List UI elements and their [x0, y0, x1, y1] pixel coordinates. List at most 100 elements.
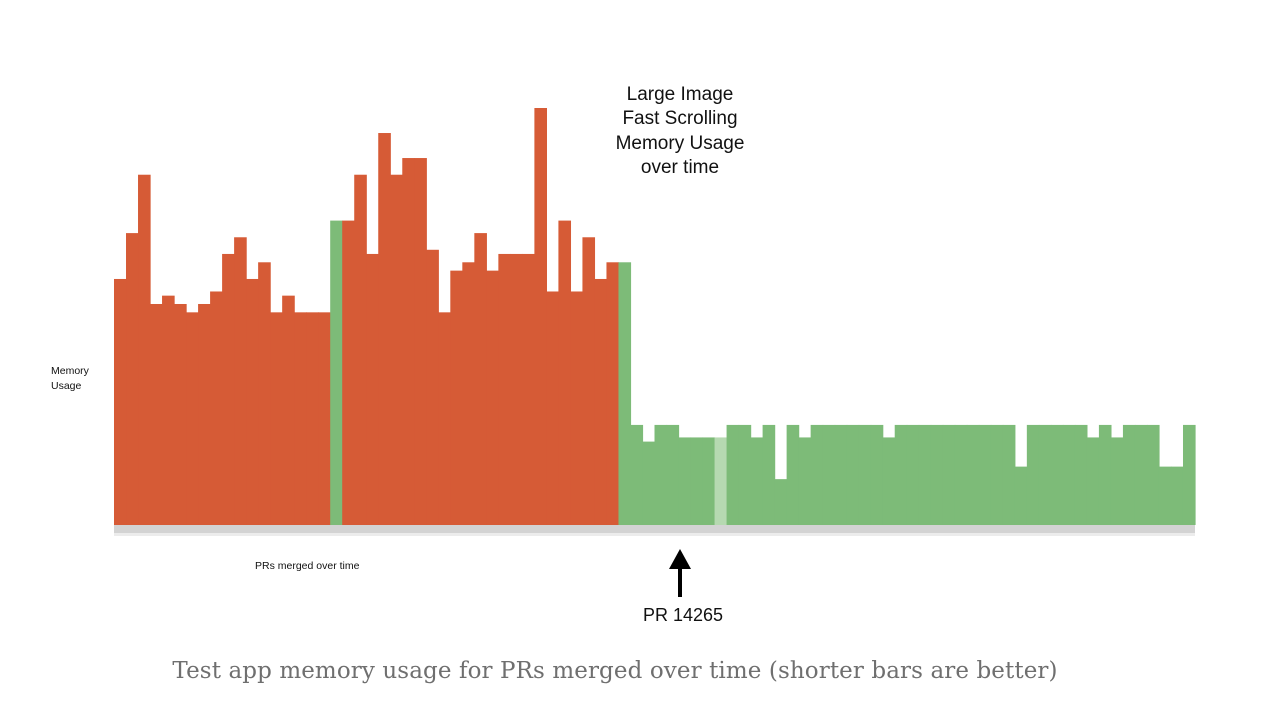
bars-layer [114, 108, 1196, 526]
bar-66 [906, 424, 920, 525]
bar-25 [414, 158, 427, 526]
bar-22 [378, 133, 391, 525]
bar-61 [846, 424, 860, 525]
bar-88 [1170, 466, 1184, 525]
bar-18 [330, 220, 343, 525]
bar-86 [1146, 424, 1160, 525]
bar-15 [294, 312, 307, 525]
bar-13 [270, 312, 283, 525]
bar-58 [810, 424, 824, 525]
bar-64 [882, 437, 896, 525]
y-axis-label-line: Memory [51, 365, 90, 377]
bar-23 [390, 174, 403, 525]
bar-89 [1182, 424, 1196, 525]
bar-57 [798, 437, 812, 525]
bar-55 [774, 479, 788, 525]
bar-60 [834, 424, 848, 525]
bar-76 [1026, 424, 1040, 525]
bar-65 [894, 424, 908, 525]
bar-45 [654, 424, 668, 525]
bar-82 [1098, 424, 1112, 525]
bar-43 [630, 424, 644, 525]
bar-5 [174, 303, 187, 525]
bar-26 [426, 249, 439, 525]
bar-31 [486, 270, 499, 525]
bar-12 [258, 262, 271, 525]
bar-49 [702, 437, 716, 525]
bar-10 [234, 237, 247, 525]
bar-70 [954, 424, 968, 525]
bar-81 [1086, 437, 1100, 525]
bar-63 [870, 424, 884, 525]
bar-34 [522, 253, 535, 525]
bar-39 [582, 237, 596, 525]
bar-78 [1050, 424, 1064, 525]
bar-21 [366, 253, 379, 525]
bar-40 [594, 278, 608, 525]
bar-74 [1002, 424, 1016, 525]
bar-56 [786, 424, 800, 525]
bar-20 [354, 174, 367, 525]
bar-51 [726, 424, 740, 525]
bar-17 [318, 312, 331, 525]
bar-50 [714, 437, 728, 525]
bar-14 [282, 295, 295, 525]
y-axis-label: Memory Usage [51, 365, 90, 392]
bar-75 [1014, 466, 1028, 525]
x-axis-label: PRs merged over time [255, 560, 360, 572]
bar-4 [162, 295, 175, 525]
figure-caption: Test app memory usage for PRs merged ove… [172, 658, 1058, 684]
bar-79 [1062, 424, 1076, 525]
bar-24 [402, 158, 415, 526]
baseline-bar [114, 525, 1195, 533]
bar-27 [438, 312, 451, 525]
bar-33 [510, 253, 523, 525]
pr-annotation: PR 14265 [643, 549, 723, 625]
bar-84 [1122, 424, 1136, 525]
bar-59 [822, 424, 836, 525]
baseline-shadow [114, 533, 1195, 536]
chart-title-line: Memory Usage [616, 133, 745, 154]
bar-38 [570, 291, 584, 525]
bar-68 [930, 424, 944, 525]
bar-0 [114, 278, 127, 525]
bar-46 [666, 424, 680, 525]
bar-47 [678, 437, 692, 525]
bar-83 [1110, 437, 1124, 525]
bar-29 [462, 262, 475, 525]
bar-71 [966, 424, 980, 525]
bar-67 [918, 424, 932, 525]
bar-9 [222, 253, 235, 525]
bar-48 [690, 437, 704, 525]
bar-87 [1158, 466, 1172, 525]
bar-41 [606, 262, 620, 525]
bar-72 [978, 424, 992, 525]
bar-37 [558, 220, 572, 525]
bar-28 [450, 270, 463, 525]
pr-label: PR 14265 [643, 605, 723, 625]
bar-8 [210, 291, 223, 525]
y-axis-label-line: Usage [51, 380, 82, 392]
bar-44 [642, 441, 656, 525]
bar-32 [498, 253, 511, 525]
chart-title-line: over time [641, 157, 719, 178]
bar-73 [990, 424, 1004, 525]
bar-85 [1134, 424, 1148, 525]
bar-19 [342, 220, 355, 525]
bar-62 [858, 424, 872, 525]
bar-2 [138, 174, 151, 525]
bar-7 [198, 303, 211, 525]
chart-title-line: Fast Scrolling [622, 108, 737, 129]
bar-52 [738, 424, 752, 525]
bar-36 [546, 291, 560, 525]
bar-11 [246, 278, 259, 525]
bar-16 [306, 312, 319, 525]
bar-30 [474, 233, 487, 525]
bar-77 [1038, 424, 1052, 525]
bar-35 [534, 108, 547, 525]
bar-53 [750, 437, 764, 525]
bar-6 [186, 312, 199, 525]
bar-3 [150, 303, 163, 525]
bar-1 [126, 233, 139, 525]
